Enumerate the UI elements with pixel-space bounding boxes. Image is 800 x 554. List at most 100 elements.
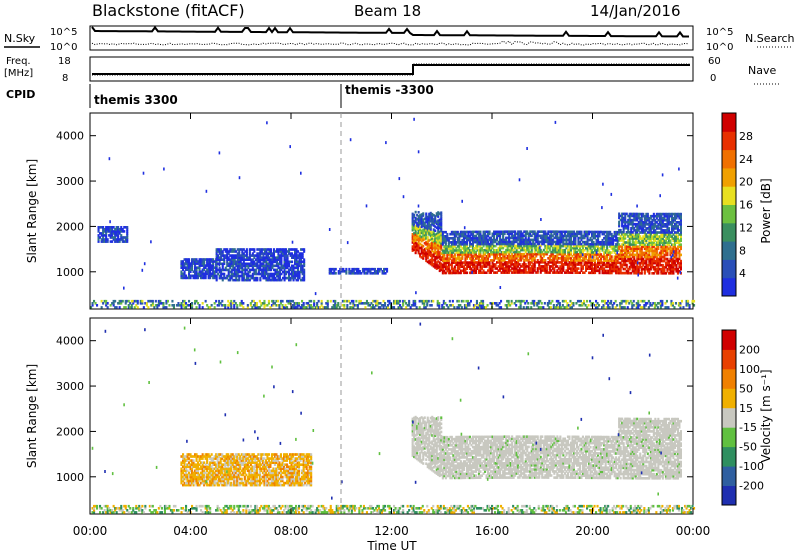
data-cell xyxy=(108,226,111,229)
data-cell xyxy=(269,278,272,282)
data-cell xyxy=(594,265,597,268)
data-cell xyxy=(636,214,639,218)
data-cell xyxy=(652,237,655,240)
data-cell xyxy=(300,248,303,251)
data-cell xyxy=(464,236,467,240)
data-cell xyxy=(636,241,639,244)
data-cell xyxy=(606,247,609,250)
data-cell xyxy=(559,261,562,264)
data-cell xyxy=(676,214,679,218)
data-cell xyxy=(292,254,295,257)
data-cell xyxy=(660,223,663,226)
data-cell xyxy=(622,263,625,267)
data-cell xyxy=(645,247,648,251)
data-cell xyxy=(331,267,334,271)
data-cell xyxy=(295,264,298,268)
data-cell xyxy=(465,251,468,254)
data-cell xyxy=(434,219,437,222)
data-cell xyxy=(642,257,645,261)
data-cell xyxy=(182,266,185,269)
data-cell xyxy=(230,274,233,278)
data-cell xyxy=(263,250,266,253)
data-cell xyxy=(634,222,637,226)
data-cell xyxy=(447,237,450,240)
data-cell xyxy=(594,259,597,262)
data-cell xyxy=(431,221,434,224)
data-cell xyxy=(606,253,609,256)
data-cell xyxy=(367,304,370,307)
data-cell xyxy=(111,240,114,243)
data-cell xyxy=(194,260,197,263)
data-cell xyxy=(355,299,358,303)
data-cell xyxy=(669,247,672,251)
data-cell xyxy=(265,266,268,270)
data-cell xyxy=(198,264,201,267)
data-cell xyxy=(130,306,133,309)
data-cell xyxy=(268,258,271,261)
data-cell xyxy=(606,271,609,275)
data-cell xyxy=(627,249,630,252)
data-cell xyxy=(405,302,408,305)
data-cell xyxy=(676,235,679,238)
data-cell xyxy=(557,250,560,254)
data-cell xyxy=(583,261,586,264)
data-cell xyxy=(429,224,432,227)
data-cell xyxy=(566,257,569,260)
data-cell xyxy=(441,239,444,242)
data-cell xyxy=(583,236,586,240)
data-cell xyxy=(443,245,446,248)
data-cell xyxy=(661,216,664,220)
data-cell xyxy=(301,276,304,280)
data-cell xyxy=(615,237,618,240)
data-cell xyxy=(499,267,502,270)
data-cell xyxy=(615,232,618,236)
data-cell xyxy=(526,248,529,252)
data-cell xyxy=(470,267,473,270)
data-cell xyxy=(490,253,493,256)
data-cell xyxy=(254,304,257,307)
data-cell xyxy=(562,240,565,244)
data-cell xyxy=(631,220,634,224)
data-cell xyxy=(476,261,479,264)
data-cell xyxy=(526,256,529,260)
data-cell xyxy=(591,263,594,266)
data-cell xyxy=(452,255,455,258)
data-cell xyxy=(636,237,639,240)
data-cell xyxy=(387,299,390,303)
data-cell xyxy=(502,246,505,250)
data-cell xyxy=(303,270,306,274)
data-cell xyxy=(369,267,372,271)
data-cell xyxy=(247,270,250,274)
data-cell xyxy=(215,252,218,255)
data-cell xyxy=(676,231,679,234)
data-cell xyxy=(503,240,506,244)
data-cell xyxy=(509,254,512,258)
data-cell xyxy=(465,257,468,260)
data-cell xyxy=(506,269,509,272)
data-cell xyxy=(471,269,474,272)
data-cell xyxy=(416,246,419,250)
data-cell xyxy=(679,259,682,263)
data-cell xyxy=(151,302,154,305)
data-cell xyxy=(492,302,495,305)
data-cell xyxy=(238,252,241,255)
data-cell xyxy=(117,302,120,305)
data-cell xyxy=(251,266,254,270)
data-cell xyxy=(262,276,265,280)
data-cell xyxy=(230,264,233,268)
data-cell xyxy=(388,299,391,303)
data-cell xyxy=(610,247,613,250)
data-cell xyxy=(604,251,607,254)
data-cell xyxy=(251,276,254,280)
data-cell xyxy=(657,270,660,273)
data-cell xyxy=(263,274,266,278)
data-cell xyxy=(655,212,658,216)
data-cell xyxy=(664,241,667,244)
data-cell xyxy=(426,299,429,303)
data-cell xyxy=(476,257,479,260)
data-cell xyxy=(468,267,471,270)
data-cell xyxy=(473,263,476,266)
data-cell xyxy=(192,270,195,273)
data-cell xyxy=(284,304,287,307)
data-cell xyxy=(438,240,441,244)
